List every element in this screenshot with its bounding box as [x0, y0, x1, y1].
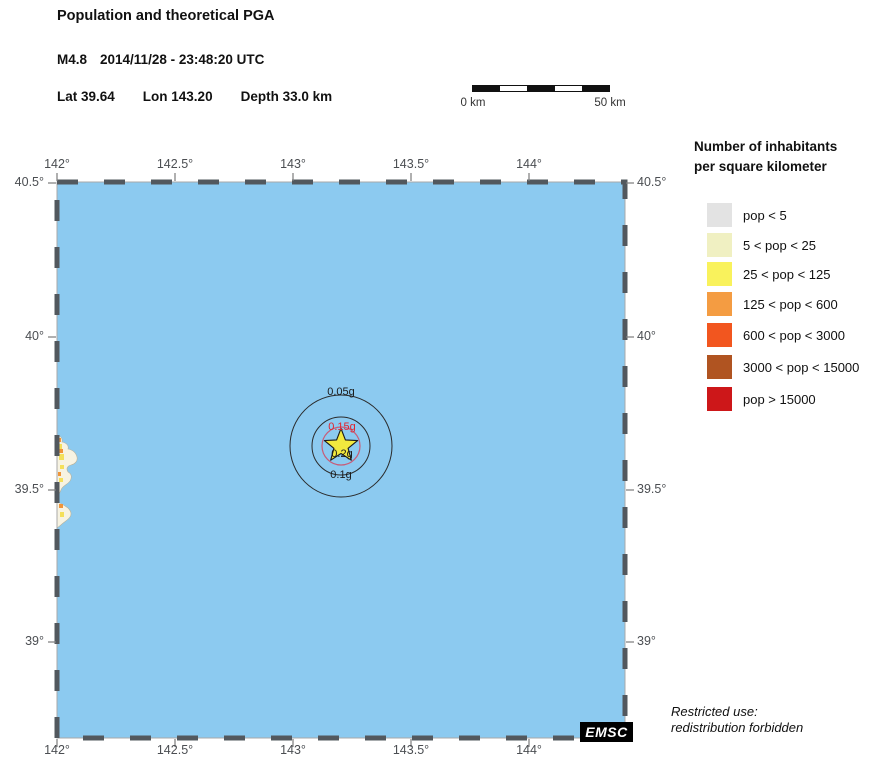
legend-label: 3000 < pop < 15000 — [743, 359, 860, 375]
scale-bar-segment — [473, 86, 501, 91]
legend-swatch — [707, 233, 732, 257]
legend-title-line2: per square kilometer — [694, 158, 827, 174]
pga-label-005g: 0.05g — [327, 386, 355, 398]
lon-label-bottom: 142.5° — [156, 743, 194, 757]
restricted-use-note: Restricted use: redistribution forbidden — [671, 704, 803, 735]
emsc-logo: EMSC — [580, 722, 633, 742]
lat-label-right: 40° — [637, 329, 656, 343]
legend-title: Number of inhabitants per square kilomet… — [694, 137, 837, 176]
legend-item: pop < 5 — [707, 203, 787, 227]
legend-item: 5 < pop < 25 — [707, 233, 816, 257]
legend-swatch — [707, 292, 732, 316]
lon-label-bottom: 142° — [44, 743, 70, 757]
restricted-line2: redistribution forbidden — [671, 719, 804, 735]
event-magnitude: M4.8 — [57, 52, 88, 67]
lon-label-top: 144° — [516, 157, 542, 171]
event-location: Lat 39.64 Lon 143.20 Depth 33.0 km — [57, 89, 332, 104]
map-area: 0.05g 0.15g 0.2g 0.1g — [57, 182, 625, 738]
legend-swatch — [707, 323, 732, 347]
pga-label-01g: 0.1g — [330, 469, 352, 481]
scale-bar-segment — [527, 86, 556, 91]
lat-label-right: 39° — [637, 634, 656, 648]
scale-bar-segment — [555, 86, 583, 91]
lat-label-left: 40.5° — [14, 175, 44, 189]
lon-label-top: 142.5° — [156, 157, 194, 171]
lat-label-left: 39° — [25, 634, 44, 648]
distance-scale-bar: 0 km 50 km — [461, 85, 626, 115]
event-magnitude-datetime: M4.8 2014/11/28 - 23:48:20 UTC — [57, 52, 264, 67]
legend-label: pop < 5 — [743, 207, 787, 223]
lon-label-bottom: 143° — [280, 743, 306, 757]
lat-label-left: 39.5° — [14, 482, 44, 496]
legend-title-line1: Number of inhabitants — [694, 139, 838, 154]
legend-label: 5 < pop < 25 — [743, 237, 817, 253]
legend-swatch — [707, 387, 732, 411]
pga-label-02g: 0.2g — [331, 448, 353, 460]
lon-label-top: 142° — [44, 157, 70, 171]
legend-swatch — [707, 355, 732, 379]
lon-label-bottom: 143.5° — [392, 743, 430, 757]
pga-label-015g: 0.15g — [328, 421, 356, 433]
lat-label-right: 39.5° — [637, 482, 667, 496]
event-datetime: 2014/11/28 - 23:48:20 UTC — [100, 52, 265, 67]
scale-bar-zero-label: 0 km — [460, 97, 486, 109]
event-lat: Lat 39.64 — [57, 89, 115, 104]
legend-label: 600 < pop < 3000 — [743, 327, 845, 343]
legend-item: pop > 15000 — [707, 387, 816, 411]
event-lon: Lon 143.20 — [142, 89, 213, 104]
legend-item: 3000 < pop < 15000 — [707, 355, 859, 379]
page-title: Population and theoretical PGA — [57, 8, 275, 24]
legend-label: pop > 15000 — [743, 391, 816, 407]
lon-label-top: 143° — [280, 157, 306, 171]
legend-swatch — [707, 262, 732, 286]
event-depth: Depth 33.0 km — [240, 89, 333, 104]
map-canvas — [57, 394, 393, 529]
lat-label-right: 40.5° — [637, 175, 667, 189]
scale-bar-segment — [500, 86, 528, 91]
restricted-line1: Restricted use: — [671, 704, 758, 719]
legend-label: 25 < pop < 125 — [743, 266, 831, 282]
scale-bar-segment — [582, 86, 610, 91]
lat-label-left: 40° — [25, 329, 44, 343]
legend-swatch — [707, 203, 732, 227]
lon-label-bottom: 144° — [516, 743, 542, 757]
legend-item: 25 < pop < 125 — [707, 262, 830, 286]
legend-item: 125 < pop < 600 — [707, 292, 838, 316]
legend-label: 125 < pop < 600 — [743, 296, 838, 312]
lon-label-top: 143.5° — [392, 157, 430, 171]
legend-item: 600 < pop < 3000 — [707, 323, 845, 347]
scale-bar-segments — [472, 85, 610, 92]
scale-bar-max-label: 50 km — [594, 97, 626, 109]
